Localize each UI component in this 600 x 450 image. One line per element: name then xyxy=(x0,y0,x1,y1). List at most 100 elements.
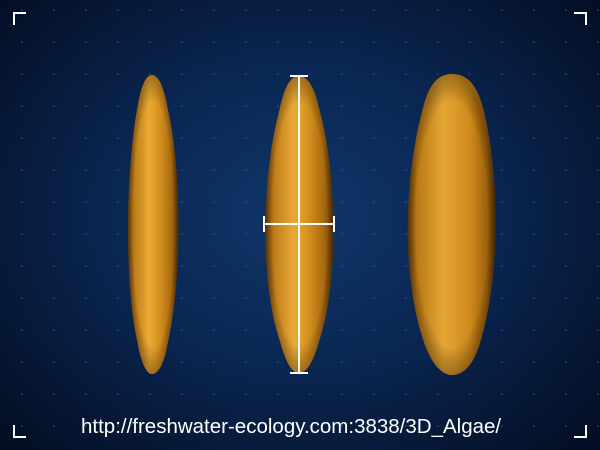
grid-dot xyxy=(405,233,407,235)
grid-dot xyxy=(85,9,87,11)
grid-dot xyxy=(341,297,343,299)
grid-dot xyxy=(53,361,55,363)
grid-dot xyxy=(149,73,151,75)
grid-dot xyxy=(373,425,375,427)
grid-dot xyxy=(469,9,471,11)
grid-dot xyxy=(245,233,247,235)
grid-dot xyxy=(53,73,55,75)
grid-dot xyxy=(405,297,407,299)
grid-dot xyxy=(213,425,215,427)
grid-dot xyxy=(213,393,215,395)
grid-dot xyxy=(405,201,407,203)
grid-dot xyxy=(117,105,119,107)
grid-dot xyxy=(85,425,87,427)
grid-dot xyxy=(85,201,87,203)
cell-side-view[interactable] xyxy=(127,75,179,374)
grid-dot xyxy=(373,233,375,235)
grid-dot xyxy=(405,169,407,171)
grid-dot xyxy=(149,9,151,11)
cell-front-view-measured[interactable] xyxy=(263,75,335,374)
grid-dot xyxy=(501,361,503,363)
grid-dot xyxy=(277,41,279,43)
grid-dot xyxy=(117,41,119,43)
measurement-axes xyxy=(263,75,335,374)
grid-dot xyxy=(341,201,343,203)
grid-dot xyxy=(21,265,23,267)
grid-dot xyxy=(117,9,119,11)
grid-dot xyxy=(85,297,87,299)
grid-dot xyxy=(245,297,247,299)
grid-dot xyxy=(405,9,407,11)
grid-dot xyxy=(53,105,55,107)
grid-dot xyxy=(21,73,23,75)
grid-dot xyxy=(181,265,183,267)
corner-bracket-top-right-icon xyxy=(574,12,587,25)
grid-dot xyxy=(53,425,55,427)
grid-dot xyxy=(373,73,375,75)
grid-dot xyxy=(85,41,87,43)
grid-dot xyxy=(117,73,119,75)
grid-dot xyxy=(533,329,535,331)
grid-dot xyxy=(405,73,407,75)
grid-dot xyxy=(53,393,55,395)
grid-dot xyxy=(213,137,215,139)
grid-dot xyxy=(501,41,503,43)
grid-dot xyxy=(85,265,87,267)
grid-dot xyxy=(21,233,23,235)
grid-dot xyxy=(245,9,247,11)
grid-dot xyxy=(533,105,535,107)
grid-dot xyxy=(117,201,119,203)
grid-dot xyxy=(213,73,215,75)
grid-dot xyxy=(597,329,599,331)
grid-dot xyxy=(309,425,311,427)
grid-dot xyxy=(341,393,343,395)
grid-dot xyxy=(181,297,183,299)
grid-dot xyxy=(277,393,279,395)
grid-dot xyxy=(309,73,311,75)
grid-dot xyxy=(565,329,567,331)
grid-dot xyxy=(21,329,23,331)
grid-dot xyxy=(533,393,535,395)
grid-dot xyxy=(117,169,119,171)
grid-dot xyxy=(21,361,23,363)
grid-dot xyxy=(341,105,343,107)
grid-dot xyxy=(405,425,407,427)
grid-dot xyxy=(181,201,183,203)
grid-dot xyxy=(149,41,151,43)
source-url-link[interactable]: http://freshwater-ecology.com:3838/3D_Al… xyxy=(81,415,502,438)
grid-dot xyxy=(437,9,439,11)
grid-dot xyxy=(341,137,343,139)
grid-dot xyxy=(245,361,247,363)
grid-dot xyxy=(21,41,23,43)
grid-dot xyxy=(213,169,215,171)
grid-dot xyxy=(533,73,535,75)
grid-dot xyxy=(341,361,343,363)
grid-dot xyxy=(501,297,503,299)
grid-dot xyxy=(597,73,599,75)
grid-dot xyxy=(533,169,535,171)
grid-dot xyxy=(117,425,119,427)
cell-top-view[interactable] xyxy=(407,74,496,375)
grid-dot xyxy=(245,393,247,395)
grid-dot xyxy=(597,265,599,267)
grid-dot xyxy=(21,9,23,11)
grid-dot xyxy=(149,425,151,427)
grid-dot xyxy=(469,41,471,43)
grid-dot xyxy=(181,361,183,363)
grid-dot xyxy=(469,393,471,395)
grid-dot xyxy=(117,265,119,267)
grid-dot xyxy=(597,201,599,203)
grid-dot xyxy=(245,169,247,171)
grid-dot xyxy=(501,73,503,75)
grid-dot xyxy=(245,329,247,331)
grid-dot xyxy=(565,41,567,43)
grid-dot xyxy=(21,105,23,107)
grid-dot xyxy=(245,73,247,75)
grid-dot xyxy=(437,41,439,43)
grid-dot xyxy=(117,393,119,395)
grid-dot xyxy=(213,265,215,267)
grid-dot xyxy=(53,297,55,299)
grid-dot xyxy=(21,393,23,395)
